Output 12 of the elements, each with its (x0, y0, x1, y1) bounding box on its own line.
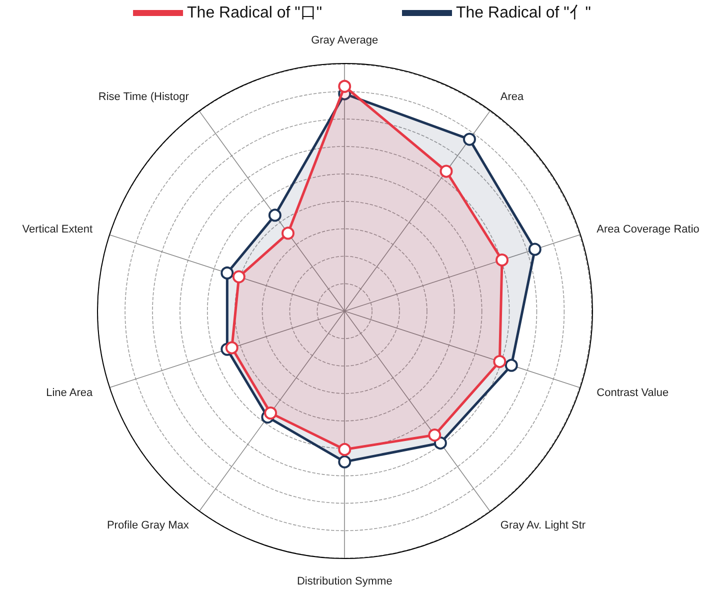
spoke-label: Line Area (46, 387, 94, 400)
legend-label: The Radical of "亻" (456, 4, 591, 22)
spoke-label: Contrast Value (596, 387, 669, 400)
spoke-label: Area (500, 90, 525, 103)
spoke-label: Area Coverage Ratio (596, 223, 700, 236)
spoke-label: Distribution Symme (296, 576, 392, 588)
spoke-label: Vertical Extent (22, 223, 93, 236)
spoke-label: Profile Gray Max (106, 520, 190, 532)
spoke-label: Gray Av. Light Str (500, 520, 586, 532)
spoke-label: Rise Time (Histogr (98, 90, 190, 103)
legend-label: The Radical of "口" (187, 4, 322, 22)
spoke-label: Gray Average (311, 34, 378, 47)
